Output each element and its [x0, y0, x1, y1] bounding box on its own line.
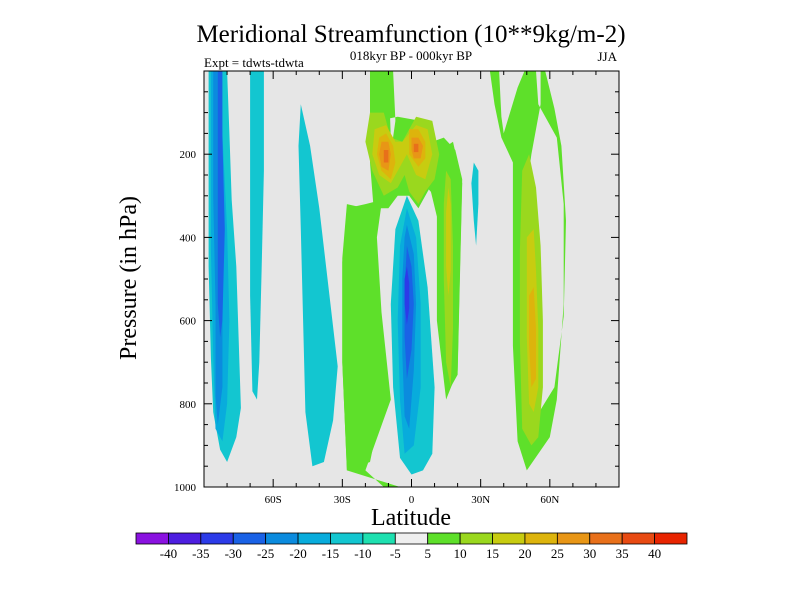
- colorbar-label: 5: [424, 546, 431, 561]
- chart-subtitle: 018kyr BP - 000kyr BP: [350, 48, 472, 63]
- colorbar-box: [297, 532, 331, 545]
- colorbar-box: [621, 532, 655, 545]
- chart-title: Meridional Streamfunction (10**9kg/m-2): [196, 21, 625, 48]
- colorbar-label: -40: [160, 546, 177, 561]
- colorbar-label: 20: [518, 546, 531, 561]
- colorbar-label: -30: [225, 546, 242, 561]
- contour-region-24: [529, 287, 536, 388]
- colorbar-label: -5: [390, 546, 401, 561]
- experiment-label: Expt = tdwts-tdwta: [204, 55, 304, 70]
- contour-region-11: [404, 266, 410, 325]
- y-axis-label: Pressure (in hPa): [116, 196, 142, 360]
- colorbar-box: [427, 532, 461, 545]
- contour-region-6: [298, 104, 338, 467]
- x-tick-label: 30S: [334, 494, 351, 506]
- contour-region-5: [217, 71, 225, 338]
- axis-ticks: 60S 30S 0 30N 60N 200 400 600 800 1000: [174, 71, 620, 506]
- x-tick-label: 60S: [265, 494, 282, 506]
- colorbar-box: [589, 532, 623, 545]
- colorbar-box: [232, 532, 267, 545]
- colorbar-label: 25: [551, 546, 564, 561]
- y-tick-label: 200: [180, 149, 197, 161]
- colorbar-box: [394, 532, 429, 545]
- colorbar-label: -10: [354, 546, 371, 561]
- contour-region-28: [413, 143, 419, 153]
- colorbar-box: [556, 532, 591, 545]
- contour-region-12: [471, 162, 479, 246]
- x-axis-label: Latitude: [371, 505, 451, 531]
- colorbar-box: [168, 532, 202, 545]
- y-tick-label: 600: [180, 316, 197, 328]
- colorbar-box: [492, 532, 526, 545]
- season-label: JJA: [597, 49, 617, 64]
- x-tick-label: 0: [409, 494, 415, 506]
- contour-region-2: [250, 71, 264, 400]
- y-tick-label: 400: [180, 232, 197, 244]
- contour-region-27: [383, 150, 389, 163]
- colorbar-label: -35: [192, 546, 209, 561]
- colorbar-label: -15: [322, 546, 339, 561]
- contour-regions: [208, 71, 566, 487]
- colorbar-box: [330, 532, 364, 545]
- colorbar-label: -20: [289, 546, 306, 561]
- colorbar-label: 30: [583, 546, 596, 561]
- colorbar-label: 35: [616, 546, 629, 561]
- y-tick-label: 1000: [174, 482, 197, 494]
- colorbar-box: [362, 532, 396, 545]
- x-tick-label: 60N: [540, 494, 559, 506]
- x-tick-label: 30N: [471, 494, 490, 506]
- colorbar-label: 15: [486, 546, 499, 561]
- y-tick-label: 800: [180, 399, 197, 411]
- colorbar-box: [135, 532, 169, 545]
- colorbar-box: [459, 532, 493, 545]
- contour-region-20: [446, 187, 451, 296]
- colorbar-box: [200, 532, 234, 545]
- colorbar-label: -25: [257, 546, 274, 561]
- colorbar-label: 40: [648, 546, 661, 561]
- colorbar-box: [654, 532, 688, 545]
- colorbar-label: 10: [454, 546, 467, 561]
- colorbar-box: [265, 532, 299, 545]
- colorbar-box: [524, 532, 558, 545]
- colorbar: -40 -35 -30 -25 -20 -15 -10 -5 5 10 15 20 25 30 35 40: [135, 532, 688, 561]
